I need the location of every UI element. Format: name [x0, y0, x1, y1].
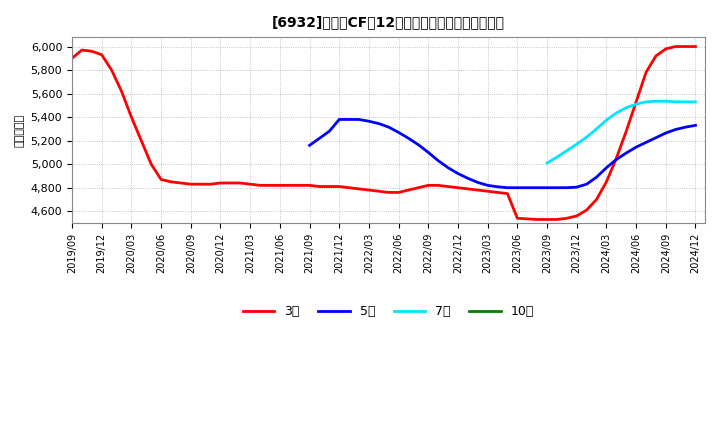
Y-axis label: （百万円）: （百万円） [15, 114, 25, 147]
5年 [662, 130, 670, 136]
7年 [612, 110, 621, 116]
7年 [562, 148, 571, 153]
5年 [612, 157, 621, 162]
7年 [632, 102, 641, 107]
Line: 5年: 5年 [310, 120, 696, 188]
Legend: 3年, 5年, 7年, 10年: 3年, 5年, 7年, 10年 [238, 300, 539, 323]
3年 [147, 161, 156, 167]
5年 [364, 119, 373, 124]
Line: 3年: 3年 [72, 47, 696, 220]
5年 [404, 136, 413, 141]
5年 [345, 117, 354, 122]
7年 [602, 117, 611, 123]
5年 [691, 123, 700, 128]
5年 [374, 121, 383, 126]
7年 [681, 99, 690, 104]
5年 [384, 125, 393, 130]
3年 [533, 217, 541, 222]
7年 [652, 99, 660, 104]
5年 [513, 185, 522, 191]
5年 [642, 140, 650, 145]
5年 [602, 165, 611, 170]
7年 [642, 99, 650, 104]
3年 [414, 185, 423, 191]
5年 [325, 128, 333, 134]
5年 [681, 125, 690, 130]
5年 [572, 184, 581, 190]
3年 [691, 44, 700, 49]
7年 [593, 126, 601, 132]
5年 [493, 184, 502, 189]
5年 [355, 117, 364, 122]
7年 [662, 99, 670, 104]
5年 [414, 142, 423, 147]
5年 [474, 180, 482, 185]
5年 [335, 117, 343, 122]
7年 [582, 135, 591, 140]
7年 [553, 154, 562, 160]
5年 [533, 185, 541, 191]
3年 [464, 186, 472, 191]
5年 [582, 182, 591, 187]
5年 [523, 185, 531, 191]
5年 [454, 171, 462, 176]
3年 [325, 184, 333, 189]
5年 [483, 183, 492, 188]
5年 [671, 127, 680, 132]
7年 [543, 160, 552, 165]
5年 [444, 165, 452, 170]
7年 [622, 105, 631, 110]
5年 [434, 158, 443, 163]
5年 [315, 136, 324, 141]
3年 [474, 187, 482, 193]
5年 [652, 135, 660, 140]
3年 [374, 189, 383, 194]
5年 [464, 176, 472, 181]
5年 [562, 185, 571, 191]
5年 [543, 185, 552, 191]
Title: [6932]　営業CFの12か月移動合計の平均値の推移: [6932] 営業CFの12か月移動合計の平均値の推移 [272, 15, 505, 29]
5年 [622, 150, 631, 156]
5年 [305, 143, 314, 148]
3年 [671, 44, 680, 49]
5年 [395, 130, 403, 135]
3年 [68, 55, 76, 61]
7年 [671, 99, 680, 104]
5年 [632, 144, 641, 150]
7年 [572, 142, 581, 147]
5年 [593, 175, 601, 180]
7年 [691, 99, 700, 104]
Line: 7年: 7年 [547, 101, 696, 163]
5年 [553, 185, 562, 191]
5年 [503, 185, 512, 191]
5年 [424, 150, 433, 155]
